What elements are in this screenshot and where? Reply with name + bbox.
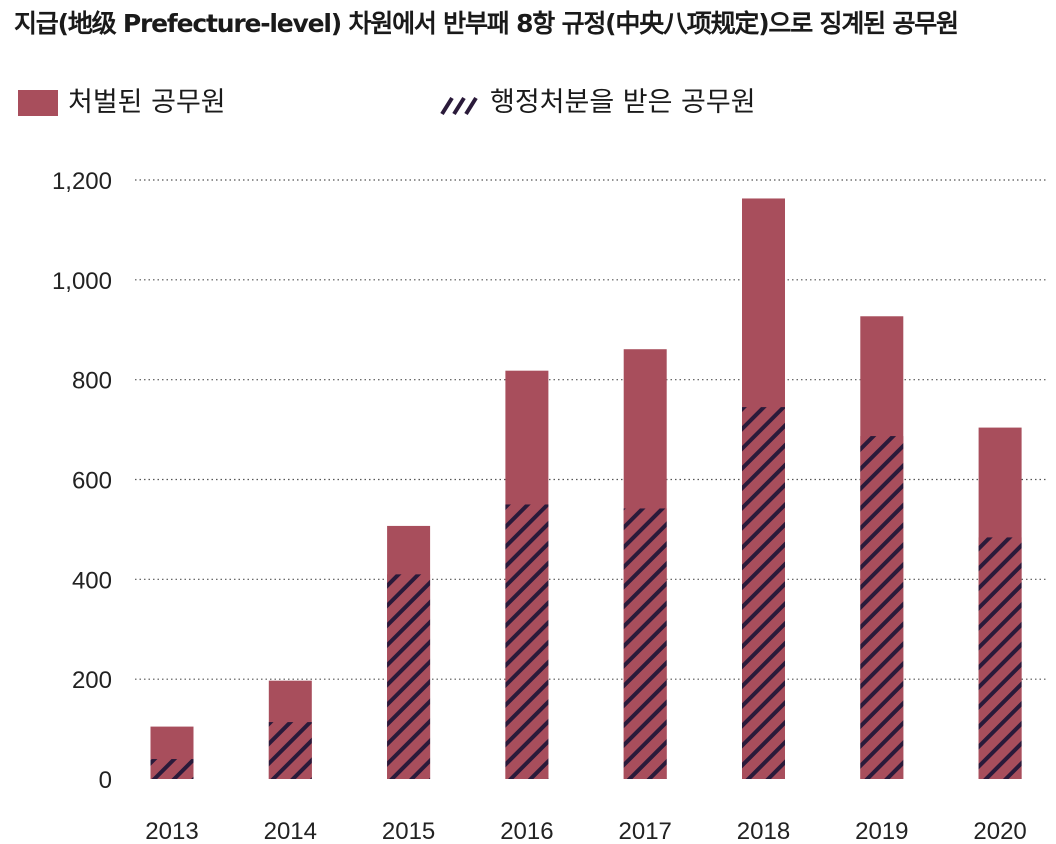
legend-label-punished: 처벌된 공무원	[68, 87, 226, 118]
x-tick-label: 2017	[619, 818, 672, 844]
bar-administrative-2016	[505, 504, 549, 779]
bar-administrative-2020	[978, 537, 1022, 779]
y-tick-label: 1,200	[52, 168, 112, 195]
x-tick-label: 2020	[973, 818, 1026, 844]
y-tick-label: 200	[72, 667, 112, 694]
y-tick-label: 600	[72, 468, 112, 495]
x-tick-label: 2019	[855, 818, 908, 844]
x-tick-label: 2018	[737, 818, 790, 844]
y-tick-label: 1,000	[52, 268, 112, 295]
bar-administrative-2017	[623, 508, 667, 779]
x-tick-label: 2016	[500, 818, 553, 844]
legend-swatch-solid	[18, 90, 58, 116]
legend-item-punished: 처벌된 공무원	[18, 86, 226, 120]
bar-administrative-2013	[150, 759, 194, 779]
legend-item-administrative: 행정처분을 받은 공무원	[440, 86, 756, 120]
y-tick-label: 800	[72, 368, 112, 395]
x-tick-label: 2015	[382, 818, 435, 844]
y-tick-label: 0	[99, 767, 112, 794]
x-tick-label: 2014	[264, 818, 317, 844]
bar-administrative-2014	[268, 722, 312, 779]
legend-swatch-hatched	[440, 96, 478, 116]
x-tick-label: 2013	[145, 818, 198, 844]
bar-administrative-2015	[387, 574, 431, 779]
y-tick-label: 400	[72, 567, 112, 594]
chart-title: 지급(地级 Prefecture-level) 차원에서 반부패 8항 규정(中…	[14, 9, 959, 38]
legend-label-administrative: 행정처분을 받은 공무원	[490, 87, 756, 118]
bar-administrative-2018	[742, 407, 785, 779]
bar-administrative-2019	[860, 436, 904, 779]
